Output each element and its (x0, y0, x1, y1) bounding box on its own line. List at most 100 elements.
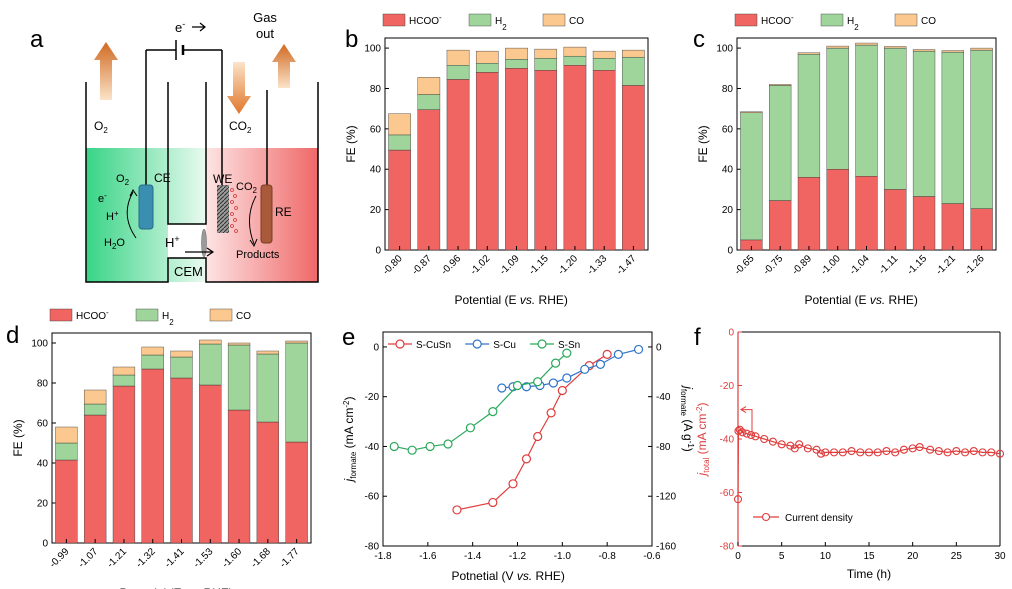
point-current (961, 448, 970, 457)
legend-label: Current density (785, 513, 853, 524)
point-S-Cu (562, 373, 572, 383)
proton-arrow-icon (185, 247, 215, 257)
point-S-CuSn (557, 385, 567, 396)
point-current (952, 446, 961, 456)
point-current (795, 440, 804, 449)
x-tick-label: -1.32 (134, 546, 158, 570)
axis-pointer-arrow-icon (742, 409, 753, 435)
bar-hcoo-8 (622, 85, 645, 251)
bar-co-5 (534, 48, 558, 59)
point-S-Sn (443, 439, 453, 449)
x-axis-label: Time (h) (847, 567, 891, 581)
x-tick-label: -1.07 (76, 546, 100, 570)
x-tick-label: -1.00 (819, 253, 843, 277)
x-tick-label: -1.02 (469, 253, 493, 277)
x-tick-label: -1.15 (905, 253, 929, 277)
panel-e-chart: -1.8 -1.6 -1.4 -1.2 -1.0 -0.8 -0.6 -80 -60 -40 -20… (342, 324, 695, 583)
x-tick-label: -1.04 (848, 253, 872, 277)
point-S-Cu (548, 378, 558, 388)
bar-co-3 (141, 346, 164, 356)
point-S-CuSn (452, 505, 462, 515)
bar-h2-3 (475, 63, 499, 73)
legend-label-co: CO (236, 311, 251, 322)
legend-marker-S-Sn (537, 339, 547, 349)
bar-hcoo-1 (417, 109, 441, 251)
bar-co-2 (112, 366, 136, 376)
point-S-Sn (551, 358, 561, 368)
bar-hcoo-6 (912, 196, 936, 251)
bar-co-2 (446, 49, 470, 66)
legend: Current density (753, 512, 853, 524)
bar-h2-8 (285, 342, 308, 443)
y-tick-label: 60 (37, 419, 49, 430)
co2-reactant-label: CO2 (236, 181, 258, 195)
x-tick-label: -1.2 (509, 551, 527, 562)
bar-hcoo-2 (112, 385, 136, 544)
x-tick-label: -1.20 (556, 253, 580, 277)
point-current (899, 445, 908, 454)
point-current (812, 445, 821, 454)
electron-label: e- (175, 19, 185, 35)
o2-product-label: O2 (116, 173, 130, 187)
point-S-Cu (595, 359, 606, 369)
point-S-Sn (407, 445, 417, 455)
y-axis: 0 20 40 60 80 100 (364, 44, 389, 257)
x-tick-label: -0.65 (733, 253, 757, 277)
point-S-Sn (389, 441, 399, 452)
y-tick-label: 0 (375, 246, 381, 257)
point-current (882, 446, 891, 456)
legend-swatch-hcoo (734, 13, 758, 27)
legend-swatch-h2 (135, 308, 159, 322)
x-tick-label: 0 (735, 551, 741, 562)
point-current (830, 448, 839, 457)
y-tick-label: 80 (370, 84, 382, 95)
y-tick-label: 100 (364, 44, 381, 55)
x-tick-label: -1.41 (163, 546, 187, 570)
point-S-Cu (497, 383, 507, 393)
bar-co-4 (170, 350, 193, 358)
legend-label-co: CO (569, 16, 584, 27)
y-tick-label: 20 (37, 499, 49, 510)
bar-hcoo-3 (141, 368, 164, 544)
point-current (926, 445, 935, 454)
x-tick-label: -1.68 (249, 546, 273, 570)
x-tick-label: -1.21 (934, 253, 958, 277)
series-line-current (737, 428, 1001, 500)
y-tick-label: 80 (37, 379, 49, 390)
y-tick-label: -80 (720, 542, 735, 553)
y-tick-label: 0 (373, 342, 379, 353)
o2-out-arrow-icon (94, 42, 118, 100)
point-current (803, 444, 812, 453)
x-tick-label: -0.99 (48, 546, 72, 570)
x-tick-label: -1.60 (220, 546, 244, 570)
bar-hcoo-1 (769, 200, 792, 251)
y-tick-label: -80 (365, 542, 380, 553)
x-tick-label: -1.4 (464, 551, 482, 562)
y-tick-label: 60 (722, 124, 734, 135)
legend: HCOO- H2 CO (382, 13, 584, 32)
catalyst-dots (230, 188, 238, 233)
point-current (735, 425, 744, 434)
x-axis-label: Potential (E vs. RHE) (120, 586, 233, 589)
point-S-Sn (425, 441, 435, 452)
cem-membrane (201, 228, 207, 258)
y2-tick-label: -80 (656, 442, 671, 453)
bar-hcoo-0 (388, 149, 411, 251)
point-current (995, 449, 1005, 458)
bar-co-3 (475, 50, 499, 64)
bar-hcoo-5 (534, 70, 558, 251)
ce-label: CE (154, 171, 171, 185)
bar-h2-8 (622, 56, 645, 86)
bar-h2-1 (769, 85, 792, 201)
bar-h2-2 (446, 65, 470, 80)
x-axis-label: Potential (E vs. RHE) (805, 293, 918, 307)
panel-label-d: d (6, 322, 19, 349)
y-tick-label: -60 (365, 492, 380, 503)
point-S-Sn (488, 407, 498, 417)
bar-h2-8 (970, 49, 993, 209)
point-current (786, 441, 795, 450)
reference-electrode (260, 184, 273, 244)
